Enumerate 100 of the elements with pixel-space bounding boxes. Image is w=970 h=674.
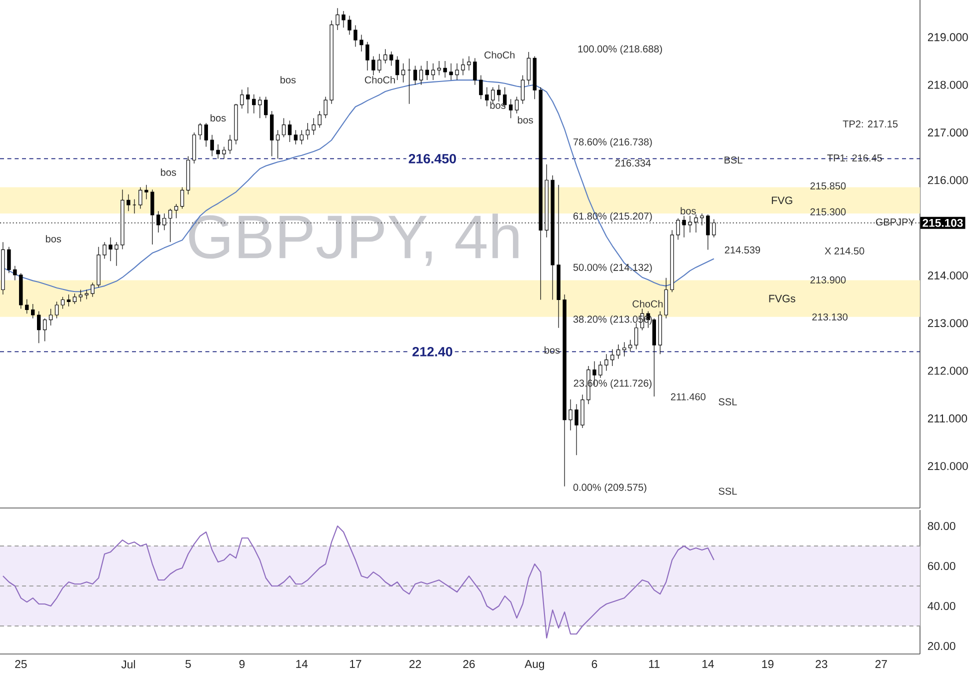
candlestick <box>300 130 304 145</box>
y-tick-label: 217.000 <box>928 128 968 136</box>
candlestick <box>348 15 352 36</box>
candlestick <box>210 134 214 157</box>
annotation: GBPJPY <box>876 218 915 226</box>
candlestick <box>31 304 35 319</box>
candlestick <box>264 96 268 118</box>
candlestick <box>342 10 346 28</box>
candlestick <box>682 216 686 238</box>
candlestick <box>276 130 280 159</box>
x-tick-label: 19 <box>762 660 774 668</box>
candlestick <box>461 58 465 76</box>
candlestick <box>246 86 250 114</box>
candlestick <box>282 118 286 138</box>
annotation: 78.60% (216.738) <box>574 138 652 148</box>
candlestick <box>222 146 226 159</box>
candlestick <box>156 210 160 233</box>
candlestick <box>25 298 29 314</box>
candlestick <box>431 63 435 80</box>
annotation: SSL <box>718 488 737 495</box>
x-tick-label: 5 <box>185 660 191 668</box>
y-tick-label: 213.000 <box>928 319 968 328</box>
candlestick <box>407 58 412 104</box>
x-tick-label: 17 <box>350 660 362 668</box>
x-tick-label: Aug <box>524 660 544 670</box>
candlestick <box>383 48 388 64</box>
candlestick <box>84 289 88 300</box>
ref-line-label: 215.103 <box>922 218 963 227</box>
annotation: ChoCh <box>632 300 663 308</box>
annotation: X 214.50 <box>824 247 864 254</box>
candlestick <box>496 84 501 102</box>
candlestick <box>174 204 178 219</box>
y-tick-label: 80.00 <box>928 522 956 530</box>
candlestick <box>306 122 310 140</box>
candlestick <box>13 266 17 281</box>
candlestick <box>628 339 632 352</box>
annotation: bos <box>46 235 62 242</box>
x-tick-label: 27 <box>875 660 887 668</box>
candlestick <box>7 246 11 274</box>
candlestick <box>294 130 298 145</box>
candlestick <box>204 122 208 148</box>
annotation: SSL <box>718 398 737 406</box>
y-tick-label: 216.000 <box>928 176 968 184</box>
annotation: bos <box>518 116 534 124</box>
x-tick-label: 9 <box>239 660 245 668</box>
candlestick <box>354 24 358 47</box>
candlestick <box>366 42 370 71</box>
annotation: 215.300 <box>810 208 846 216</box>
candlestick <box>126 194 130 212</box>
annotation: bos <box>544 346 560 354</box>
x-tick-label: 25 <box>15 660 27 668</box>
y-tick-label: 212.000 <box>928 366 968 375</box>
candlestick <box>72 293 77 304</box>
annotation: bos <box>280 76 296 84</box>
candlestick <box>419 65 424 86</box>
ref-line-label: 216.450 <box>408 154 456 164</box>
x-tick-label: 26 <box>463 660 475 668</box>
candlestick <box>437 60 441 76</box>
annotation: 100.00% (218.688) <box>578 45 662 54</box>
candlestick <box>78 289 83 302</box>
candlestick <box>288 120 292 142</box>
annotation: 213.130 <box>812 313 848 321</box>
candlestick <box>526 52 531 86</box>
annotation: bos <box>680 207 696 214</box>
candlestick <box>479 74 483 100</box>
ref-line-label: 212.40 <box>412 346 452 356</box>
y-tick-label: 40.00 <box>928 602 956 610</box>
candlestick <box>318 110 322 128</box>
candlestick <box>455 63 459 80</box>
annotation: bos <box>210 114 226 122</box>
candlestick <box>162 213 166 230</box>
y-tick-label: 218.000 <box>928 80 968 89</box>
candlestick <box>102 242 106 260</box>
candlestick <box>514 96 519 114</box>
y-tick-label: 20.00 <box>928 642 956 650</box>
candlestick <box>425 60 429 80</box>
candlestick <box>66 294 71 307</box>
y-tick-label: 210.000 <box>928 462 968 470</box>
annotation: BSL <box>724 156 742 164</box>
candlestick <box>694 214 698 233</box>
annotation: 213.900 <box>810 276 846 284</box>
candlestick <box>372 56 376 76</box>
candlestick <box>144 184 148 200</box>
candlestick <box>610 349 614 366</box>
annotation: ChoCh <box>364 76 395 84</box>
candlestick <box>473 58 477 86</box>
candlestick <box>467 56 471 71</box>
annotation: TP2: 217.15 <box>842 120 898 128</box>
candlestick <box>706 214 710 250</box>
y-tick-label: 60.00 <box>928 562 956 570</box>
candlestick <box>228 134 232 154</box>
annotation: 0.00% (209.575) <box>573 484 646 493</box>
candlestick <box>180 186 184 210</box>
candlestick <box>520 74 525 104</box>
candlestick <box>443 60 447 78</box>
annotation: 211.460 <box>670 393 706 400</box>
candlestick <box>485 86 489 107</box>
candlestick <box>324 96 328 118</box>
candlestick <box>712 218 716 238</box>
band-label: FVGs <box>769 294 796 302</box>
